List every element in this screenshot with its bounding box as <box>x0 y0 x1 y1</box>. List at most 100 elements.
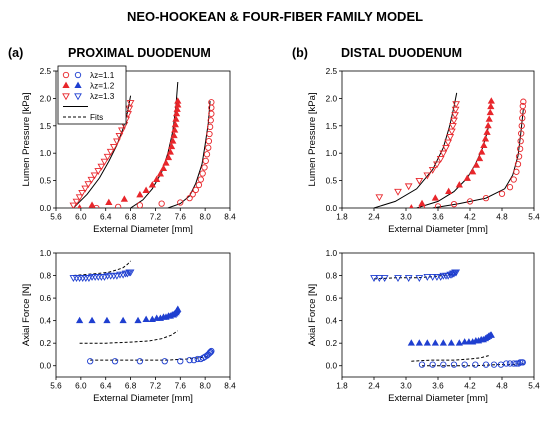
data-point <box>475 154 484 162</box>
fit-curve-dashed <box>79 330 179 344</box>
legend-marker-red <box>62 81 70 88</box>
data-point <box>434 203 442 208</box>
x-tick-label: 4.2 <box>464 382 476 391</box>
panel-a-tag: (a) <box>8 46 23 60</box>
data-point <box>519 114 526 122</box>
data-point <box>487 102 495 110</box>
data-point <box>415 177 424 185</box>
data-point <box>172 115 180 122</box>
data-point <box>186 194 193 202</box>
x-tick-label: 8.0 <box>199 382 211 391</box>
legend-marker-red <box>62 93 70 101</box>
data-point <box>450 117 458 125</box>
data-point <box>482 361 490 368</box>
fit-curve-dashed <box>411 355 489 362</box>
y-tick-label: 1.5 <box>326 122 338 131</box>
legend-marker-blue <box>74 81 82 88</box>
data-point <box>514 161 522 168</box>
x-tick-label: 3.6 <box>432 382 444 391</box>
data-point <box>167 142 176 150</box>
data-point <box>487 331 495 338</box>
data-point <box>370 275 378 283</box>
y-tick-label: 0.6 <box>326 294 338 303</box>
data-point <box>472 161 481 168</box>
x-tick-label: 2.4 <box>368 213 380 222</box>
data-point <box>159 164 168 172</box>
data-point <box>444 139 453 147</box>
x-tick-label: 6.8 <box>125 382 137 391</box>
data-point <box>186 356 193 364</box>
data-point <box>208 99 215 106</box>
data-point <box>487 97 495 104</box>
data-point <box>172 109 181 117</box>
x-tick-label: 6.0 <box>75 382 87 391</box>
data-point <box>174 101 182 108</box>
x-tick-label: 7.6 <box>175 213 187 222</box>
axes-frame <box>55 252 231 378</box>
data-point <box>446 134 455 141</box>
data-point <box>192 186 199 194</box>
x-axis-label: External Diameter [mm] <box>388 224 488 235</box>
data-point <box>126 100 135 108</box>
data-point <box>207 117 214 124</box>
data-point <box>510 360 517 367</box>
data-point <box>120 195 128 202</box>
data-point <box>153 175 161 183</box>
data-point <box>78 190 86 197</box>
fit-curve-dashed <box>422 363 524 367</box>
plot-a-pressure: 5.6 6.0 6.4 6.8 7.2 7.6 8.0 8.4 0.0 0.5 1.0 1.5 2.0 2… <box>21 67 236 235</box>
data-point <box>206 123 214 131</box>
data-point <box>77 204 82 208</box>
panel-a-heading: PROXIMAL DUODENUM <box>68 46 211 60</box>
y-tick-label: 0.8 <box>40 272 52 281</box>
x-tick-label: 4.2 <box>464 213 476 222</box>
data-point <box>463 174 471 181</box>
data-point <box>177 358 184 365</box>
data-point <box>88 201 96 208</box>
x-tick-label: 1.8 <box>336 213 348 222</box>
y-axis-label: Lumen Pressure [kPa] <box>307 93 318 187</box>
plot-a-force: 5.6 6.0 6.4 6.8 7.2 7.6 8.0 8.4 0.0 0.2 0.4 0.6 0.8 1… <box>21 249 236 404</box>
data-point <box>445 187 453 195</box>
data-point <box>513 168 520 175</box>
data-point <box>404 183 413 191</box>
data-point <box>407 339 415 346</box>
y-tick-label: 0.0 <box>326 204 338 213</box>
legend: λz=1.1 λz=1.2λz=1.3 Fits <box>57 65 127 125</box>
data-point <box>451 106 460 114</box>
y-tick-label: 0.6 <box>40 294 52 303</box>
data-point <box>415 339 423 346</box>
data-point <box>177 199 184 206</box>
data-point <box>115 133 124 140</box>
y-tick-label: 1.5 <box>40 122 52 131</box>
data-point <box>503 360 510 367</box>
data-point <box>205 144 212 151</box>
y-axis-label: Axial Force [N] <box>307 284 318 346</box>
data-point <box>134 316 142 324</box>
data-point <box>113 138 121 146</box>
data-point <box>136 202 144 208</box>
x-tick-label: 6.4 <box>100 382 112 391</box>
data-point <box>142 186 150 193</box>
data-point <box>480 141 488 149</box>
data-point <box>428 166 437 174</box>
data-point <box>506 360 514 367</box>
data-point <box>469 167 477 175</box>
data-point <box>195 181 203 189</box>
legend-label: Fits <box>90 113 103 122</box>
data-point <box>440 361 447 368</box>
data-point <box>418 199 426 207</box>
data-point <box>174 97 182 104</box>
data-point <box>485 115 493 122</box>
data-point <box>461 338 469 345</box>
data-point <box>125 105 134 113</box>
y-tick-label: 2.5 <box>40 67 52 76</box>
x-tick-label: 5.4 <box>528 213 540 222</box>
x-tick-label: 3.0 <box>400 213 412 222</box>
data-point <box>203 151 211 158</box>
y-axis-label: Lumen Pressure [kPa] <box>21 93 32 187</box>
data-point <box>455 339 463 346</box>
data-point <box>103 316 111 324</box>
data-point <box>472 361 479 368</box>
data-point <box>519 102 526 110</box>
